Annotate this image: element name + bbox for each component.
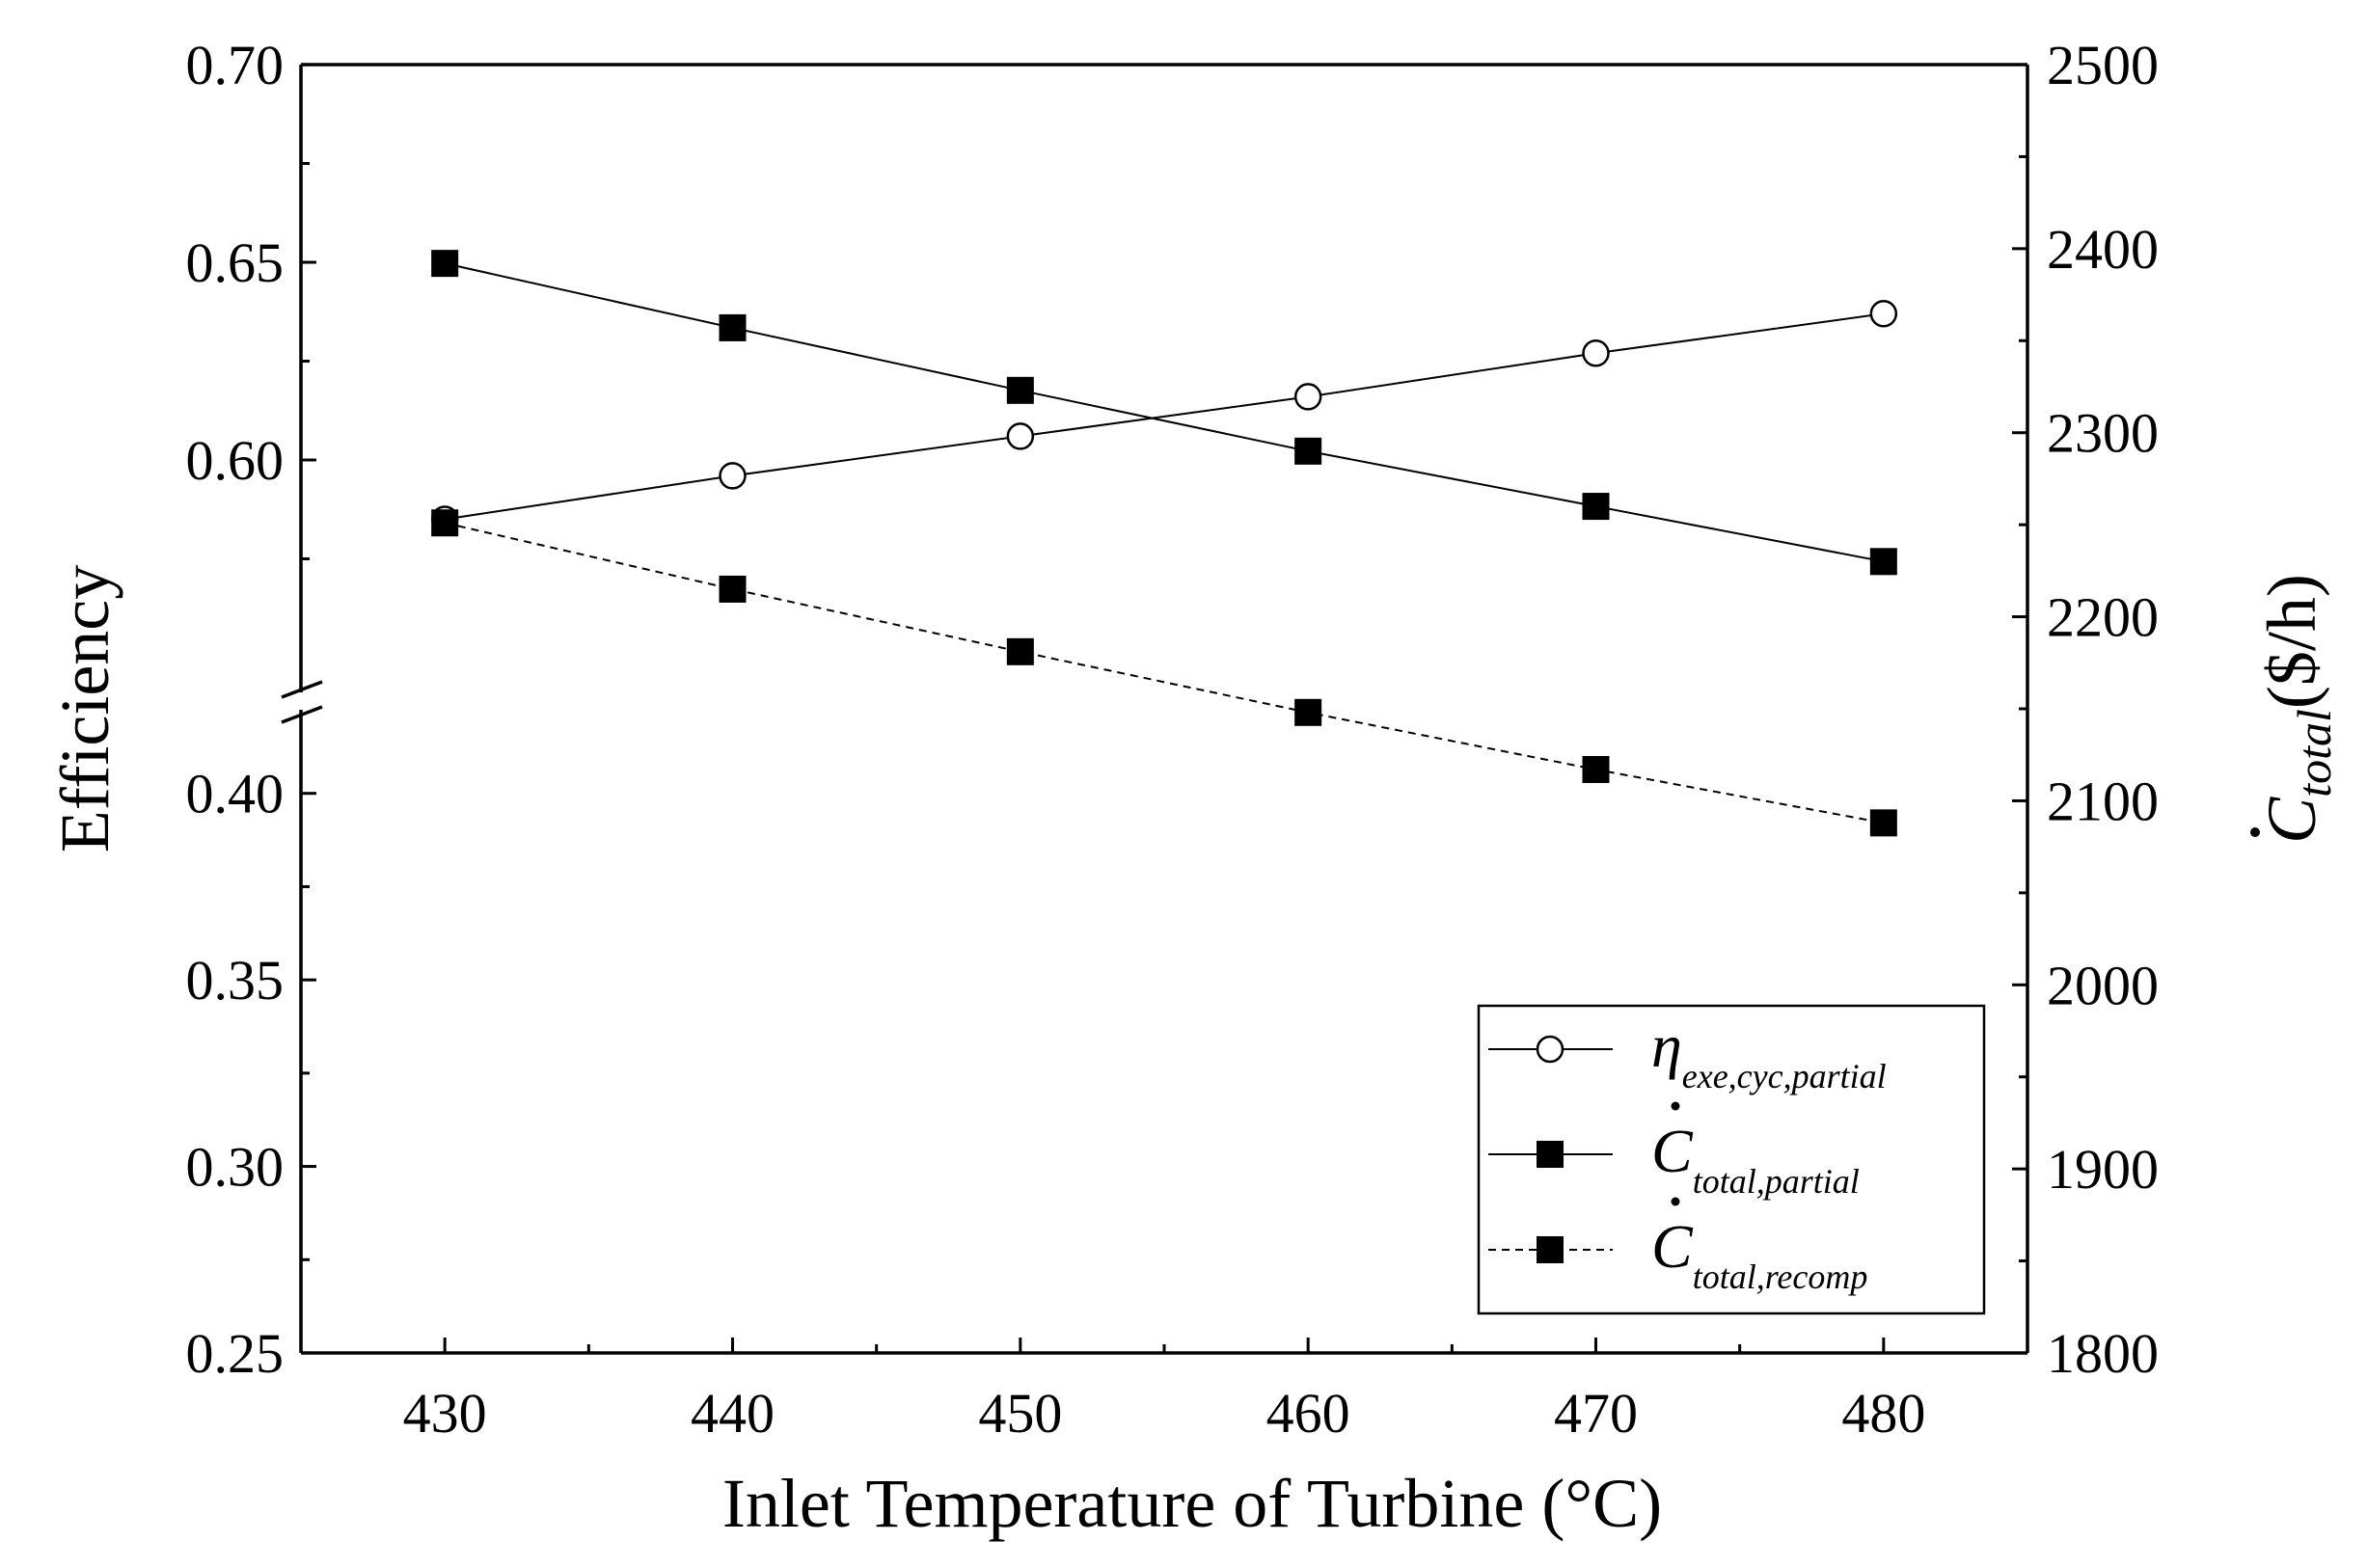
right-title-unit: ($/h) [2253, 574, 2330, 709]
legend: ηexe,cyc,partial Ctotal,partial Ctotal,rec… [1477, 1004, 1986, 1315]
series-1-marker [1294, 437, 1322, 465]
y-right-tick-label: 2500 [2047, 34, 2159, 96]
series-1-marker [1582, 493, 1610, 521]
right-title-dot [2250, 827, 2260, 837]
legend-marker-2 [1537, 1236, 1564, 1263]
y-right-tick-label: 1900 [2047, 1138, 2159, 1201]
legend-label-1: Ctotal,partial [1651, 1117, 1860, 1201]
y-right-tick-label: 2300 [2047, 402, 2159, 465]
y-left-tick-label: 0.35 [186, 949, 285, 1012]
series-1-marker [719, 313, 747, 341]
y-left-tick-label: 0.65 [186, 231, 285, 294]
series-2-marker [1006, 637, 1034, 665]
y-right-tick-label: 2200 [2047, 586, 2159, 649]
legend-marker-1 [1537, 1141, 1564, 1168]
svg-text:Ctotal($/h): Ctotal($/h) [2253, 574, 2341, 844]
legend-label-2: Ctotal,recomp [1651, 1212, 1867, 1296]
series-2-marker [1582, 755, 1610, 783]
y-right-tick-label: 1800 [2047, 1322, 2159, 1385]
x-tick-label: 460 [1266, 1382, 1350, 1445]
series-2-marker [719, 575, 747, 603]
series-lines [444, 262, 1885, 825]
x-tick-label: 440 [691, 1382, 775, 1445]
y-right-tick-label: 2000 [2047, 954, 2159, 1016]
y-axis-right-title: Ctotal($/h) [2250, 574, 2341, 844]
series-2-marker [431, 509, 459, 537]
series-markers [430, 250, 1898, 837]
series-1-marker [1869, 548, 1897, 576]
axis-break-marks [281, 680, 323, 724]
y-left-tick-label: 0.60 [186, 429, 285, 492]
y-axis-left-title: Efficiency [46, 565, 123, 853]
right-title-symbol: C [2253, 797, 2330, 844]
x-tick-label: 480 [1841, 1382, 1925, 1445]
y-left-tick-label: 0.70 [186, 34, 285, 96]
legend-marker-0 [1536, 1035, 1564, 1064]
series-line-0 [445, 312, 1884, 521]
y-left-tick-label: 0.25 [186, 1322, 285, 1385]
y-right-tick-label: 2100 [2047, 770, 2159, 832]
series-0-marker [1006, 422, 1035, 450]
series-0-marker [1293, 383, 1322, 411]
series-0-marker [719, 462, 747, 490]
series-1-marker [431, 250, 459, 278]
axis-tick-labels: 430 440 450 460 470 480 0.25 0.30 0.35 0.40 0.60 0.… [186, 34, 2160, 1445]
x-axis-title: Inlet Temperature of Turbine (°C) [722, 1465, 1662, 1542]
axis-ticks [301, 63, 2027, 1355]
y-left-tick-label: 0.30 [186, 1136, 285, 1199]
series-2-marker [1869, 809, 1897, 837]
x-tick-label: 470 [1554, 1382, 1638, 1445]
series-line-2 [444, 522, 1885, 825]
y-right-tick-label: 2400 [2047, 218, 2159, 281]
legend-dot-1 [1671, 1101, 1680, 1111]
series-0-marker [1869, 300, 1898, 328]
y-left-tick-label: 0.40 [186, 763, 285, 825]
series-line-1 [444, 262, 1885, 563]
right-title-subscript: total [2287, 709, 2341, 798]
series-2-marker [1294, 698, 1322, 726]
series-0-marker [1582, 339, 1610, 367]
x-tick-label: 450 [978, 1382, 1062, 1445]
legend-label-0: ηexe,cyc,partial [1651, 1012, 1887, 1095]
series-1-marker [1006, 376, 1034, 404]
legend-dot-2 [1671, 1197, 1680, 1206]
x-tick-label: 430 [403, 1382, 487, 1445]
